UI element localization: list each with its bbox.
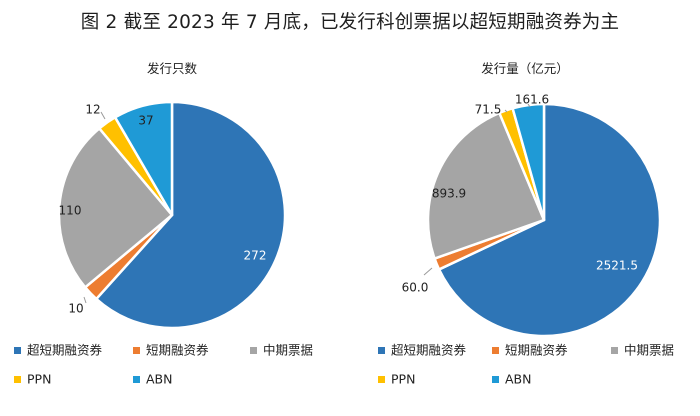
legend: 超短期融资券 短期融资券 中期票据 PPN ABN [378,343,674,387]
leader-line [504,109,508,113]
legend-swatch [611,347,618,354]
legend-swatch [492,347,499,354]
data-label: 161.6 [515,93,549,107]
legend-label: 超短期融资券 [391,343,467,358]
legend-label: ABN [505,372,531,387]
legend-label: 短期融资券 [505,343,568,358]
pie-panel-2: 发行量（亿元） 2521.5 60.0 893.9 71.5 161.6 超短期融资券 短期融… [378,61,674,387]
pie-slice-5 [113,100,174,217]
legend-label: PPN [391,372,415,387]
legend: 超短期融资券 短期融资券 中期票据 PPN ABN [14,343,313,387]
legend-label: 中期票据 [263,343,313,358]
data-label: 893.9 [432,187,466,201]
legend-swatch [14,376,21,383]
legend-swatch [133,347,140,354]
data-label: 37 [138,114,153,128]
pie-slice-1 [437,102,662,338]
legend-label: 短期融资券 [146,343,209,358]
data-label: 71.5 [475,103,502,117]
data-label: 60.0 [402,281,429,295]
pie-panel-1: 发行只数 272 10 110 12 37 超短期融资券 短期融资券 中期票据 PPN ABN [14,61,313,387]
data-label: 110 [59,204,82,218]
leader-line [527,103,531,108]
data-label: 272 [244,249,267,263]
legend-label: PPN [27,372,51,387]
pie-slice-3 [57,127,174,289]
legend-label: 超短期融资券 [27,343,103,358]
panel-title: 发行量（亿元） [481,61,569,76]
legend-swatch [133,376,140,383]
legend-swatch [14,347,21,354]
legend-label: ABN [146,372,172,387]
legend-swatch [492,376,499,383]
panel-title: 发行只数 [147,61,198,76]
leader-line [423,267,433,276]
legend-swatch [250,347,257,354]
legend-swatch [378,376,385,383]
leader-line [83,296,87,304]
data-label: 12 [85,103,100,117]
pie-slice-1 [95,100,287,330]
legend-label: 中期票据 [624,343,674,358]
legend-swatch [378,347,385,354]
data-label: 2521.5 [596,259,638,273]
leader-line [100,111,106,120]
figure-title: 图 2 截至 2023 年 7 月底，已发行科创票据以超短期融资券为主 [80,12,620,33]
pie-slice-3 [426,111,546,260]
data-label: 10 [68,302,83,316]
